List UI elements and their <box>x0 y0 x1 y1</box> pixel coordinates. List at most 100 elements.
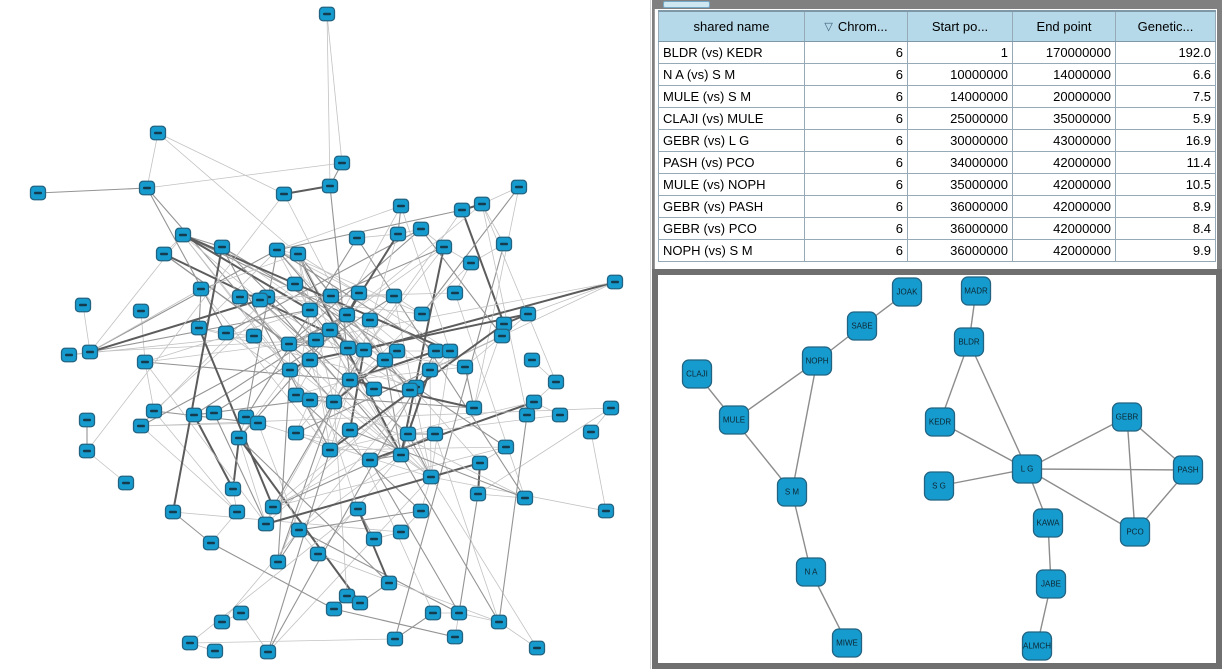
network-edge <box>144 361 267 525</box>
table-cell[interactable]: 192.0 <box>1115 40 1216 64</box>
table-cell[interactable]: 10.5 <box>1115 172 1216 196</box>
network-node[interactable] <box>1032 508 1064 538</box>
table-row[interactable]: BLDR (vs) KEDR 6 1 170000000 192.0 <box>658 40 1216 64</box>
table-cell[interactable]: MULE (vs) NOPH <box>658 172 805 196</box>
table-cell[interactable]: 36000000 <box>907 194 1013 218</box>
table-cell[interactable]: 6 <box>804 150 908 174</box>
network-node[interactable] <box>1172 455 1204 485</box>
table-cell[interactable]: 43000000 <box>1012 128 1116 152</box>
table-cell[interactable]: 6 <box>804 40 908 64</box>
network-node[interactable] <box>891 277 923 307</box>
table-row[interactable]: CLAJI (vs) MULE 6 25000000 35000000 5.9 <box>658 106 1216 130</box>
table-cell[interactable]: 42000000 <box>1012 172 1116 196</box>
network-edge <box>189 638 396 644</box>
network-node[interactable] <box>831 628 863 658</box>
table-cell[interactable]: 35000000 <box>907 172 1013 196</box>
table-cell[interactable]: 6 <box>804 128 908 152</box>
table-cell[interactable]: N A (vs) S M <box>658 62 805 86</box>
table-cell[interactable]: 10000000 <box>907 62 1013 86</box>
column-header-2[interactable]: Start po... <box>907 10 1013 42</box>
table-cell[interactable]: 6.6 <box>1115 62 1216 86</box>
table-cell[interactable]: 6 <box>804 62 908 86</box>
table-cell[interactable]: 42000000 <box>1012 238 1116 262</box>
network-node[interactable] <box>846 311 878 341</box>
network-node[interactable] <box>953 327 985 357</box>
table-cell[interactable]: 5.9 <box>1115 106 1216 130</box>
table-cell[interactable]: 6 <box>804 216 908 240</box>
table-row[interactable]: GEBR (vs) PASH 6 36000000 42000000 8.9 <box>658 194 1216 218</box>
network-edge <box>198 327 274 508</box>
table-row[interactable]: MULE (vs) NOPH 6 35000000 42000000 10.5 <box>658 172 1216 196</box>
toolbar-button-partial[interactable] <box>663 1 710 8</box>
table-cell[interactable]: 11.4 <box>1115 150 1216 174</box>
table-cell[interactable]: 14000000 <box>907 84 1013 108</box>
table-cell[interactable]: 6 <box>804 106 908 130</box>
table-cell[interactable]: NOPH (vs) S M <box>658 238 805 262</box>
table-cell[interactable]: PASH (vs) PCO <box>658 150 805 174</box>
network-node[interactable] <box>924 407 956 437</box>
main-network-canvas[interactable] <box>0 0 652 669</box>
filter-icon[interactable]: ▽ <box>824 20 833 33</box>
table-row[interactable]: PASH (vs) PCO 6 34000000 42000000 11.4 <box>658 150 1216 174</box>
network-node[interactable] <box>1111 402 1143 432</box>
table-cell[interactable]: 42000000 <box>1012 194 1116 218</box>
network-node[interactable] <box>776 477 808 507</box>
network-edge <box>238 369 291 439</box>
table-cell[interactable]: 20000000 <box>1012 84 1116 108</box>
network-node[interactable] <box>681 359 713 389</box>
network-node[interactable] <box>795 557 827 587</box>
table-cell[interactable]: BLDR (vs) KEDR <box>658 40 805 64</box>
node-label-illegible <box>607 406 615 410</box>
table-cell[interactable]: 8.4 <box>1115 216 1216 240</box>
table-row[interactable]: GEBR (vs) PCO 6 36000000 42000000 8.4 <box>658 216 1216 240</box>
node-label-illegible <box>523 413 531 417</box>
table-cell[interactable]: GEBR (vs) L G <box>658 128 805 152</box>
table-cell[interactable]: GEBR (vs) PASH <box>658 194 805 218</box>
table-row[interactable]: N A (vs) S M 6 10000000 14000000 6.6 <box>658 62 1216 86</box>
node-label-illegible <box>427 475 435 479</box>
network-node[interactable] <box>1119 517 1151 547</box>
table-cell[interactable]: 30000000 <box>907 128 1013 152</box>
table-row[interactable]: MULE (vs) S M 6 14000000 20000000 7.5 <box>658 84 1216 108</box>
node-label-illegible <box>34 191 42 195</box>
table-cell[interactable]: 1 <box>907 40 1013 64</box>
table-cell[interactable]: CLAJI (vs) MULE <box>658 106 805 130</box>
table-cell[interactable]: 16.9 <box>1115 128 1216 152</box>
table-cell[interactable]: 36000000 <box>907 238 1013 262</box>
column-header-3[interactable]: End point <box>1012 10 1116 42</box>
node-label-illegible <box>137 424 145 428</box>
network-node[interactable] <box>718 405 750 435</box>
table-cell[interactable]: 9.9 <box>1115 238 1216 262</box>
network-node[interactable] <box>1035 569 1067 599</box>
table-cell[interactable]: 36000000 <box>907 216 1013 240</box>
table-cell[interactable]: 25000000 <box>907 106 1013 130</box>
network-edge <box>272 446 507 508</box>
column-header-0[interactable]: shared name <box>658 10 805 42</box>
table-cell[interactable]: 6 <box>804 172 908 196</box>
table-cell[interactable]: GEBR (vs) PCO <box>658 216 805 240</box>
table-cell[interactable]: 6 <box>804 194 908 218</box>
network-node[interactable] <box>801 346 833 376</box>
table-row[interactable]: NOPH (vs) S M 6 36000000 42000000 9.9 <box>658 238 1216 262</box>
table-cell[interactable]: 42000000 <box>1012 150 1116 174</box>
table-cell[interactable]: 42000000 <box>1012 216 1116 240</box>
table-row[interactable]: GEBR (vs) L G 6 30000000 43000000 16.9 <box>658 128 1216 152</box>
table-cell[interactable]: 6 <box>804 238 908 262</box>
node-label-illegible <box>440 245 448 249</box>
network-edge <box>498 414 528 623</box>
table-cell[interactable]: 8.9 <box>1115 194 1216 218</box>
network-node[interactable] <box>960 276 992 306</box>
column-header-4[interactable]: Genetic... <box>1115 10 1216 42</box>
network-node[interactable] <box>923 471 955 501</box>
sub-network-panel[interactable]: JOAK MADR SABE NOPH CLAJI MULE BLDR KEDR GEBR L G… <box>652 269 1222 669</box>
table-cell[interactable]: 14000000 <box>1012 62 1116 86</box>
table-cell[interactable]: 7.5 <box>1115 84 1216 108</box>
table-cell[interactable]: MULE (vs) S M <box>658 84 805 108</box>
network-node[interactable] <box>1021 631 1053 661</box>
table-cell[interactable]: 170000000 <box>1012 40 1116 64</box>
column-header-1[interactable]: ▽ Chrom... <box>804 10 908 42</box>
table-cell[interactable]: 34000000 <box>907 150 1013 174</box>
table-cell[interactable]: 35000000 <box>1012 106 1116 130</box>
table-cell[interactable]: 6 <box>804 84 908 108</box>
network-node[interactable] <box>1011 454 1043 484</box>
